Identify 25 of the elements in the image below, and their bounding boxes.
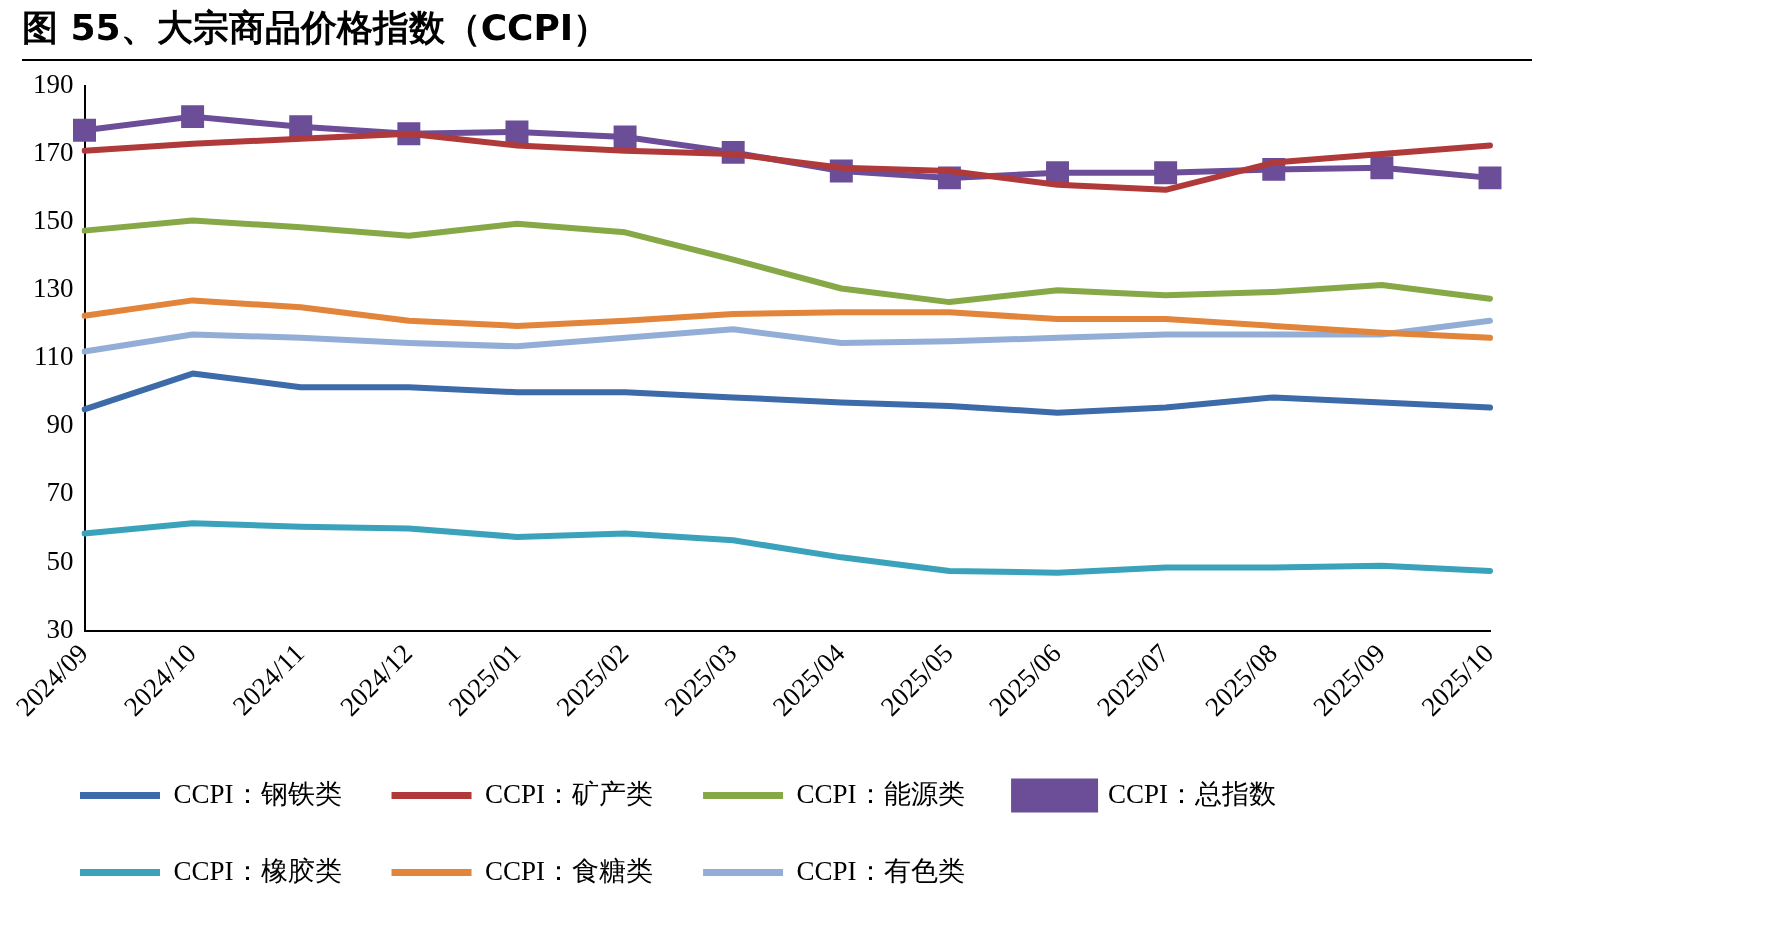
point [1370, 156, 1394, 180]
y-tick-label: 30 [46, 613, 74, 644]
legend-label: CCPI：钢铁类 [173, 778, 342, 809]
y-tick-label: 130 [33, 273, 74, 304]
y-tick-label: 110 [34, 341, 74, 372]
point [289, 115, 313, 139]
legend-label: CCPI：总指数 [1108, 778, 1277, 809]
point [505, 120, 529, 144]
legend-label: CCPI：矿产类 [485, 778, 654, 809]
legend-label: CCPI：能源类 [796, 778, 965, 809]
y-tick-label: 190 [33, 69, 74, 100]
y-tick-label: 90 [46, 409, 74, 440]
y-tick-label: 70 [46, 477, 74, 508]
legend-label: CCPI：有色类 [796, 855, 965, 886]
chart-title: 图 55、大宗商品价格指数（CCPI） [22, 0, 1532, 61]
point [1478, 166, 1502, 190]
point [613, 125, 637, 149]
y-tick-label: 170 [33, 137, 74, 168]
y-tick-label: 150 [33, 205, 74, 236]
legend-label: CCPI：食糖类 [485, 855, 654, 886]
legend-label: CCPI：橡胶类 [173, 855, 342, 886]
point [1046, 161, 1070, 185]
point [1154, 161, 1178, 185]
point [181, 105, 205, 129]
y-tick-label: 50 [46, 545, 74, 576]
